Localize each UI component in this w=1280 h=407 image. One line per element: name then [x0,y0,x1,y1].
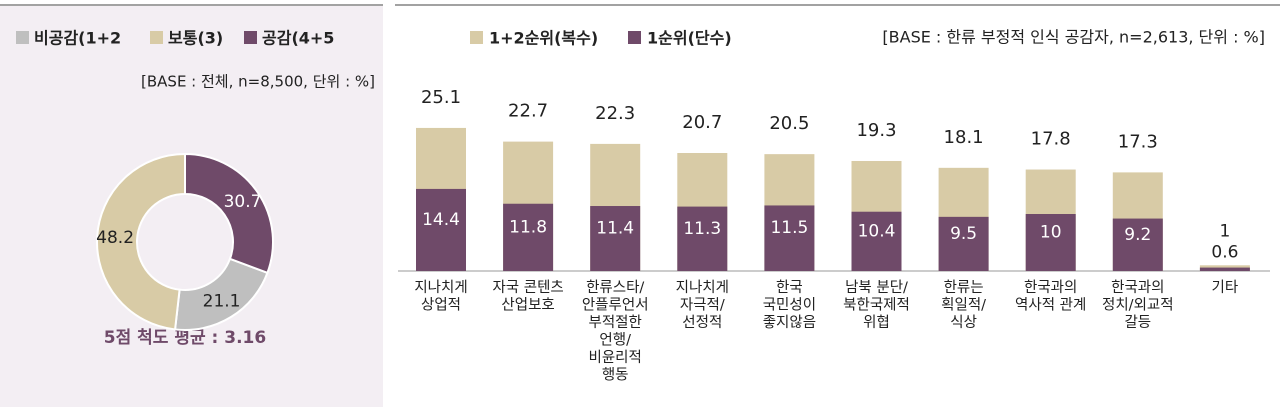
bar [851,211,902,271]
x-tick-label: 자국 콘텐츠 [492,279,563,296]
x-tick-label: 선정적 [682,314,722,331]
data-label: 22.7 [508,101,548,122]
legend-label: 공감(4+5 [262,29,334,48]
x-tick-label: 북한국제적 [843,297,910,314]
legend-swatch [628,31,641,44]
data-label: 17.3 [1118,131,1158,152]
bar [1112,218,1163,271]
data-label: 11.3 [683,219,721,239]
data-label: 30.7 [224,192,262,212]
x-tick-label: 지나치게 [676,279,729,296]
x-tick-label: 한류는 [944,279,984,296]
x-tick-label: 갈등 [1124,314,1151,331]
data-label: 21.1 [203,292,241,312]
data-label: 17.8 [1031,129,1071,150]
bar [764,205,815,271]
data-label: 10 [1040,223,1062,243]
x-tick-label: 자극적/ [680,297,725,314]
x-tick-label: 위협 [863,314,890,331]
x-tick-label: 비윤리적 [589,349,642,366]
x-tick-label: 지나치게 [414,279,467,296]
donut-slice [96,152,186,331]
bar [677,206,728,271]
bar [1025,214,1076,271]
bar [938,216,989,271]
x-tick-label: 획일적/ [941,297,986,314]
donut-slice [184,152,274,275]
x-tick-label: 한국과의 [1111,279,1164,296]
data-label: 9.2 [1124,225,1151,245]
x-tick-label: 정치/외교적 [1102,297,1174,314]
data-label: 20.5 [769,113,809,134]
legend-label: 1+2순위(복수) [489,29,598,48]
data-label: 14.4 [422,210,460,230]
data-label: 25.1 [421,87,461,108]
x-tick-label: 부적절한 [589,314,642,331]
data-label: 9.5 [950,224,977,244]
footer: 5점 척도 평균 : 3.16 [104,328,266,348]
x-tick-label: 식상 [950,314,977,331]
x-tick-label: 기타 [1212,279,1239,296]
data-label: 20.7 [682,112,722,133]
bar [590,206,641,271]
data-label: 48.2 [96,228,134,248]
x-tick-label: 역사적 관계 [1015,297,1086,314]
legend-label: 비공감(1+2 [34,29,121,48]
data-label: 11.4 [596,219,634,239]
x-tick-label: 좋지않음 [763,314,816,331]
data-label: 18.1 [944,127,984,148]
data-label: 0.6 [1211,242,1238,262]
legend-swatch [150,31,163,44]
x-tick-label: 산업보호 [501,297,554,314]
x-tick-label: 남북 분단/ [845,279,908,296]
data-label: 22.3 [595,103,635,124]
bar [1199,267,1250,271]
legend-swatch [470,31,483,44]
data-label: 1 [1219,221,1230,241]
x-tick-label: 상업적 [421,297,461,314]
note: [BASE : 전체, n=8,500, 단위 : %] [141,73,375,91]
x-tick-label: 국민성이 [763,297,816,314]
bar [503,203,554,271]
data-label: 10.4 [858,221,896,241]
data-label: 11.5 [770,218,808,238]
legend-label: 보통(3) [168,29,223,48]
x-tick-label: 한류스타/ [586,279,644,296]
x-tick-label: 안플루언서 [582,297,649,314]
data-label: 19.3 [856,120,896,141]
x-tick-label: 한국과의 [1024,279,1077,296]
x-tick-label: 언행/ [599,332,631,349]
x-tick-label: 행동 [602,367,629,384]
data-label: 11.8 [509,217,547,237]
legend-swatch [16,31,29,44]
bar [416,188,466,271]
x-tick-label: 한국 [776,279,803,296]
legend-swatch [244,31,257,44]
legend-label: 1순위(단수) [647,29,732,48]
note: [BASE : 한류 부정적 인식 공감자, n=2,613, 단위 : %] [882,28,1265,47]
left-panel [0,6,383,407]
